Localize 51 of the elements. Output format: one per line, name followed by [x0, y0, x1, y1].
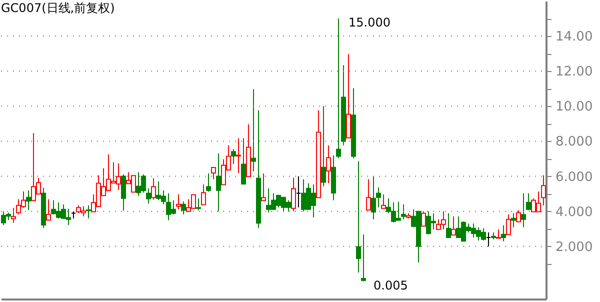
- candlestick: [196, 198, 201, 211]
- annotation: 15.000: [348, 16, 390, 30]
- candlestick: [201, 184, 206, 206]
- candlestick: [216, 152, 221, 212]
- candlestick: [446, 212, 451, 238]
- candlestick: [516, 210, 521, 222]
- candlestick: [151, 178, 156, 200]
- candlestick: [326, 144, 331, 184]
- candlestick: [521, 192, 526, 228]
- candlestick: [86, 204, 91, 219]
- candlestick: [451, 216, 456, 236]
- candlestick: [181, 200, 186, 215]
- candlestick: [501, 224, 506, 242]
- candlestick: [46, 198, 51, 221]
- candlestick: [371, 176, 376, 220]
- candlestick: [11, 207, 16, 224]
- candlestick: [236, 138, 241, 174]
- y-tick-label: 6.000: [556, 170, 593, 185]
- candlestick: [401, 204, 406, 220]
- candlestick: [206, 172, 211, 192]
- candlestick: [211, 167, 216, 180]
- y-tick-label: 12.00: [556, 64, 593, 80]
- candlestick: [231, 148, 236, 165]
- y-tick-label: 10.00: [556, 100, 593, 115]
- candlestick: [421, 210, 426, 227]
- candlestick: [526, 192, 531, 211]
- candlestick: [121, 174, 126, 212]
- candlestick: [356, 160, 361, 274]
- candlestick: [251, 88, 256, 172]
- chart-title: GC007(日线,前复权): [1, 1, 115, 15]
- candlestick: [291, 177, 296, 212]
- y-tick-label: 8.000: [556, 134, 593, 150]
- candlestick: [261, 172, 266, 202]
- candlestick: [146, 188, 151, 204]
- candlestick: [511, 212, 516, 228]
- y-tick-label: 2.000: [556, 240, 593, 255]
- y-tick-label: 4.000: [556, 204, 593, 220]
- candlestick: [366, 178, 371, 210]
- candlestick: [376, 186, 381, 208]
- candlestick: [321, 106, 326, 187]
- annotation: 0.005: [374, 278, 408, 292]
- candlestick: [176, 194, 181, 210]
- candlestick: [506, 214, 511, 236]
- candlestick: [346, 54, 351, 138]
- candlestick: [541, 174, 546, 206]
- candlestick: [241, 138, 246, 185]
- candlestick: [381, 194, 386, 209]
- candlestick: [361, 234, 366, 282]
- candlestick: [26, 190, 31, 210]
- candlestick: [336, 18, 341, 159]
- y-tick-label: 14.00: [556, 30, 593, 45]
